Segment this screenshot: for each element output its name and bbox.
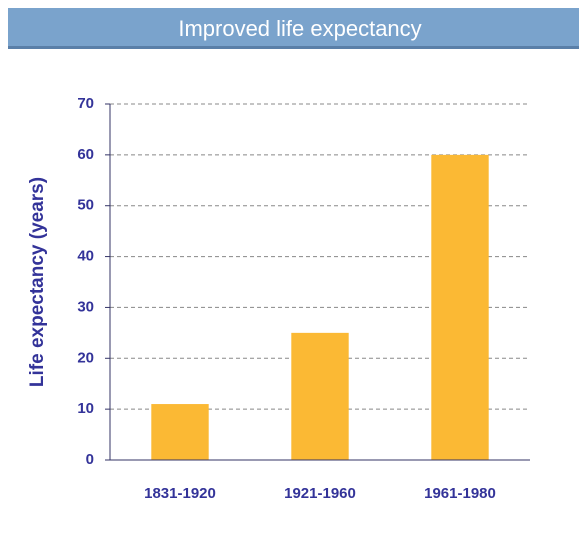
bar (291, 332, 349, 460)
y-tick-label: 30 (77, 298, 94, 315)
y-tick-label: 0 (86, 451, 94, 468)
y-tick-label: 50 (77, 197, 94, 214)
title-banner-border (8, 46, 579, 49)
y-tick-label: 10 (77, 400, 94, 417)
y-axis-label: Life expectancy (years) (27, 177, 48, 387)
x-tick-label: 1961-1980 (424, 485, 496, 502)
x-tick-label: 1831-1920 (144, 485, 216, 502)
x-tick-label: 1921-1960 (284, 485, 356, 502)
y-tick-label: 70 (77, 95, 94, 112)
y-tick-label: 20 (77, 349, 94, 366)
title-banner (8, 8, 579, 48)
bar (431, 154, 489, 460)
y-tick-label: 60 (77, 146, 94, 163)
y-tick-label: 40 (77, 248, 94, 265)
chart-title: Improved life expectancy (178, 16, 421, 41)
bar (151, 404, 209, 460)
